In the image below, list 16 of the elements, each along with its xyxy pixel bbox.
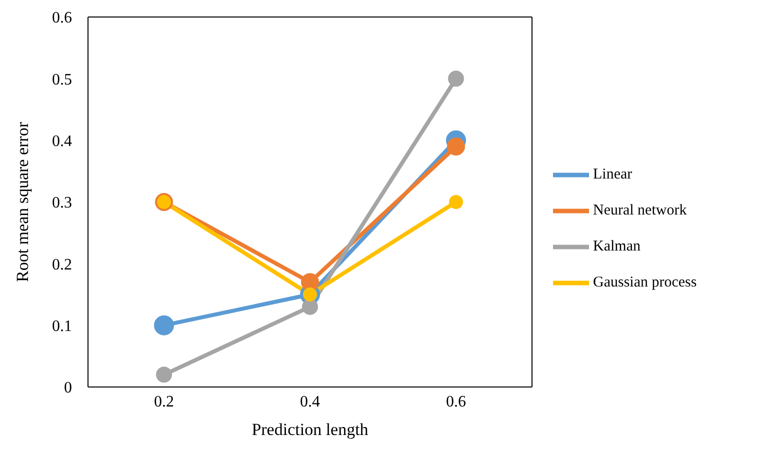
legend-label: Neural network (593, 202, 687, 218)
y-tick-label: 0.1 (52, 318, 72, 336)
x-tick-label: 0.4 (300, 393, 320, 410)
x-tick-label: 0.6 (446, 393, 466, 410)
y-axis-title: Root mean square error (13, 122, 32, 282)
x-tick-label: 0.2 (154, 393, 174, 410)
legend-label: Kalman (593, 238, 640, 254)
y-tick-label: 0.4 (52, 133, 72, 150)
y-tick-label: 0 (64, 380, 72, 397)
legend-label: Linear (593, 166, 632, 182)
y-tick-label: 0.6 (52, 10, 72, 27)
legend-label: Gaussian process (593, 274, 697, 290)
y-tick-label: 0.5 (52, 71, 72, 88)
y-tick-label: 0.3 (52, 194, 72, 212)
x-axis-title: Prediction length (252, 420, 369, 439)
y-tick-label: 0.2 (52, 256, 72, 274)
